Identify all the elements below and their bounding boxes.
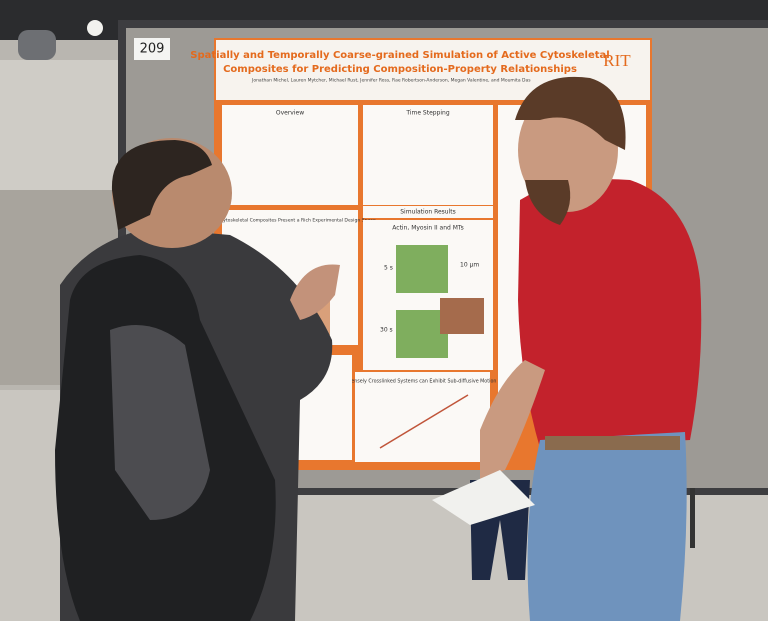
- section-heading: Simulation Results: [400, 209, 456, 216]
- simulation-figure: [396, 245, 448, 293]
- person-left-hair: [111, 140, 212, 230]
- panel: [363, 206, 493, 218]
- section-heading: Actin, Myosin II and MTs: [392, 225, 463, 232]
- panel: [222, 105, 358, 205]
- section-heading: Overview: [276, 110, 304, 117]
- camera: [18, 30, 56, 60]
- poster-title: Spatially and Temporally Coarse-grained …: [190, 50, 609, 61]
- board-leg: [690, 488, 695, 548]
- back-wall-panel: [0, 60, 120, 190]
- booth-sign: [134, 38, 170, 60]
- section-heading: Densely Crosslinked Systems can Exhibit …: [348, 379, 497, 385]
- person-right-jeans: [527, 432, 687, 621]
- ceiling-light: [87, 20, 103, 36]
- figure-label: 30 s: [380, 327, 393, 334]
- simulation-figure: [396, 310, 448, 358]
- panel: [363, 105, 493, 205]
- section-heading: Time Stepping: [405, 110, 450, 117]
- person-right-shirt: [518, 179, 702, 448]
- person-right-arm: [480, 360, 545, 480]
- poster-title: Composites for Predicting Composition-Pr…: [223, 64, 577, 75]
- section-heading: Active Cytoskeletal Composites Present a…: [204, 218, 376, 224]
- figure-label: 5 s: [384, 265, 393, 272]
- plot-line: [379, 394, 469, 449]
- person-right-hair: [515, 76, 626, 150]
- simulation-figure: [440, 298, 484, 334]
- panel: [355, 372, 490, 462]
- person-left-hand: [290, 264, 340, 320]
- figure-label: 10 μm: [460, 262, 479, 269]
- belt: [545, 436, 680, 450]
- backpack-pocket: [110, 325, 210, 520]
- person-right-beard: [525, 180, 571, 225]
- booth-number: 209: [140, 42, 165, 57]
- authors: Jonathan Michel, Lauren Mytcher, Michael…: [251, 78, 531, 84]
- logo: RIT: [603, 51, 631, 70]
- paper-sheet: [432, 470, 535, 525]
